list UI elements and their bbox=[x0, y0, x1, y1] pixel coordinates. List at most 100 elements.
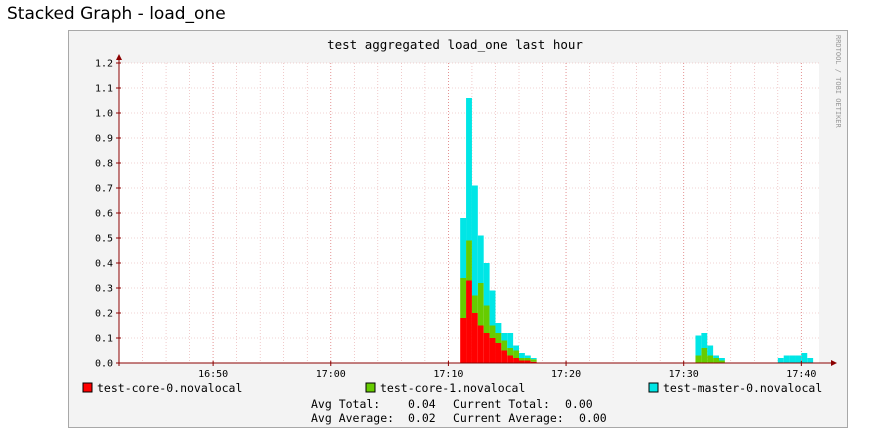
graph-frame: 0.0 0.1 0.2 0.3 0.4 0.5 0.6 0.7 0.8 0.9 1.0 1.1 1.2 … bbox=[68, 30, 848, 428]
x-tick-label: 17:40 bbox=[786, 369, 816, 380]
area-bar bbox=[466, 240, 472, 281]
axes bbox=[116, 54, 837, 366]
series-1-area bbox=[460, 240, 725, 363]
area-bar bbox=[530, 359, 537, 362]
current-average-label: Current Average: bbox=[453, 411, 564, 425]
y-tick-label: 0.2 bbox=[95, 309, 113, 320]
area-bar bbox=[713, 355, 719, 358]
area-bar bbox=[695, 355, 702, 363]
area-bar bbox=[471, 295, 478, 313]
avg-average-label: Avg Average: bbox=[311, 411, 394, 425]
area-bar bbox=[495, 323, 502, 333]
area-bar bbox=[489, 290, 496, 326]
area-bar bbox=[519, 353, 525, 358]
area-bar bbox=[783, 355, 790, 363]
area-bar bbox=[524, 355, 531, 358]
area-bar bbox=[777, 358, 784, 363]
area-bar bbox=[707, 345, 714, 356]
area-bar bbox=[701, 333, 708, 348]
x-axis-arrow bbox=[831, 360, 837, 366]
x-tick-label: 17:30 bbox=[669, 369, 699, 380]
area-bar bbox=[713, 358, 719, 363]
area-bar bbox=[501, 350, 508, 363]
area-bar bbox=[513, 345, 519, 351]
area-bar bbox=[466, 280, 472, 363]
y-tick-label: 0.4 bbox=[95, 259, 113, 270]
area-bar bbox=[719, 360, 725, 363]
area-bar bbox=[483, 333, 490, 363]
area-bar bbox=[513, 350, 519, 358]
area-bar bbox=[471, 185, 478, 296]
avg-total-label: Avg Total: bbox=[311, 397, 380, 411]
legend-item-0: test-core-0.novalocal bbox=[82, 381, 242, 395]
chart-title: test aggregated load_one last hour bbox=[327, 37, 583, 52]
area-bar bbox=[707, 355, 714, 363]
area-bar bbox=[460, 318, 467, 363]
avg-total-value: 0.04 bbox=[408, 397, 436, 411]
page-title: Stacked Graph - load_one bbox=[7, 4, 226, 24]
area-bar bbox=[513, 358, 519, 363]
x-tick-label: 16:50 bbox=[198, 369, 228, 380]
series-2-area bbox=[460, 98, 814, 363]
legend-swatch bbox=[365, 382, 376, 393]
area-bar bbox=[801, 353, 808, 363]
area-bar bbox=[477, 283, 484, 326]
current-total-label: Current Total: bbox=[453, 397, 550, 411]
y-tick-labels: 0.0 0.1 0.2 0.3 0.4 0.5 0.6 0.7 0.8 0.9 1.0 1.1 1.2 bbox=[95, 59, 121, 370]
area-bar bbox=[701, 348, 708, 363]
area-bar bbox=[460, 278, 467, 318]
area-bar bbox=[483, 263, 490, 306]
y-tick-label: 0.1 bbox=[95, 334, 113, 345]
area-bar bbox=[495, 333, 502, 343]
area-bar bbox=[507, 355, 514, 363]
area-bar bbox=[483, 305, 490, 333]
x-tick-label: 17:00 bbox=[316, 369, 346, 380]
legend-item-1: test-core-1.novalocal bbox=[365, 381, 525, 395]
y-axis-arrow bbox=[116, 54, 122, 60]
area-bar bbox=[489, 325, 496, 338]
area-bar bbox=[501, 340, 508, 351]
area-bar bbox=[466, 98, 472, 241]
area-bar bbox=[507, 333, 514, 348]
current-average-value: 0.00 bbox=[579, 411, 607, 425]
y-tick-label: 1.0 bbox=[95, 109, 113, 120]
area-bar bbox=[507, 348, 514, 356]
area-bar bbox=[695, 335, 702, 356]
legend-swatch bbox=[82, 382, 93, 393]
area-bar bbox=[489, 338, 496, 363]
avg-average-value: 0.02 bbox=[408, 411, 436, 425]
area-bar bbox=[524, 358, 531, 361]
legend-label: test-core-1.novalocal bbox=[380, 381, 525, 395]
area-bar bbox=[524, 360, 531, 363]
area-bar bbox=[477, 325, 484, 363]
area-bar bbox=[471, 313, 478, 363]
rrdtool-watermark: RRDTOOL / TOBI OETIKER bbox=[834, 35, 842, 129]
y-tick-label: 0.5 bbox=[95, 234, 113, 245]
area-bar bbox=[795, 355, 802, 363]
series-areas bbox=[460, 98, 814, 363]
y-tick-label: 0.6 bbox=[95, 209, 113, 220]
area-bar bbox=[477, 235, 484, 283]
y-tick-label: 1.1 bbox=[95, 84, 113, 95]
y-tick-label: 0.0 bbox=[95, 359, 113, 370]
legend: test-core-0.novalocal test-core-1.novaloc… bbox=[82, 381, 822, 395]
current-total-value: 0.00 bbox=[565, 397, 593, 411]
area-bar bbox=[807, 358, 814, 363]
series-0-area bbox=[460, 280, 537, 363]
legend-label: test-core-0.novalocal bbox=[97, 381, 242, 395]
area-bar bbox=[519, 360, 525, 363]
area-bar bbox=[719, 358, 725, 361]
area-bar bbox=[530, 361, 537, 363]
x-tick-label: 17:10 bbox=[433, 369, 463, 380]
y-tick-label: 0.3 bbox=[95, 284, 113, 295]
legend-swatch bbox=[648, 382, 659, 393]
y-tick-label: 1.2 bbox=[95, 59, 113, 70]
legend-label: test-master-0.novalocal bbox=[663, 381, 822, 395]
x-tick-label: 17:20 bbox=[551, 369, 581, 380]
area-bar bbox=[495, 343, 502, 363]
area-bar bbox=[501, 333, 508, 341]
summary-stats: Avg Total: 0.04 Current Total: 0.00 Avg … bbox=[311, 397, 607, 425]
legend-item-2: test-master-0.novalocal bbox=[648, 381, 822, 395]
y-tick-label: 0.7 bbox=[95, 184, 113, 195]
area-bar bbox=[530, 358, 537, 360]
